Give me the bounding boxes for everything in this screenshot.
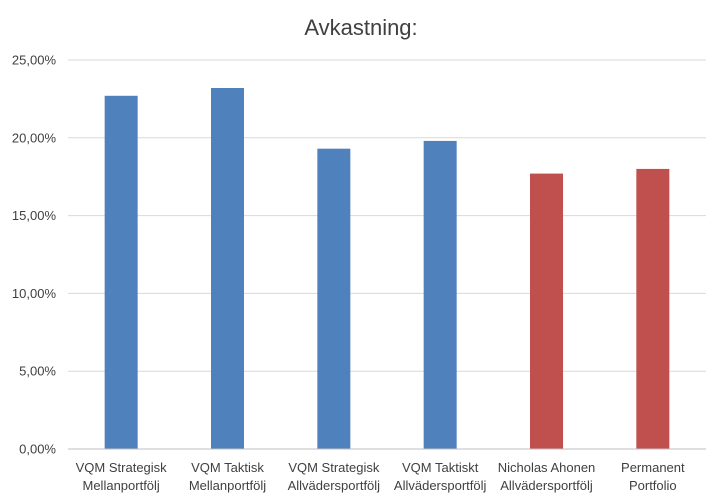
x-axis-category-labels: VQM Strategisk Mellanportfölj VQM Taktisk M… xyxy=(76,460,685,493)
x-category-label-0-line-0: VQM Strategisk xyxy=(76,460,168,475)
x-category-label-0-line-1: Mellanportfölj xyxy=(83,478,160,493)
bar-2 xyxy=(317,148,351,449)
x-category-label-5-line-0: Permanent xyxy=(621,460,685,475)
y-axis-tick-labels: 0,00% 5,00% 10,00% 15,00% 20,00% 25,00% xyxy=(12,53,57,457)
x-category-label-4-line-0: Nicholas Ahonen xyxy=(498,460,596,475)
x-category-label-1-line-0: VQM Taktisk xyxy=(191,460,264,475)
x-category-label-4-line-1: Allvädersportfölj xyxy=(500,478,593,493)
y-tick-label-2: 10,00% xyxy=(12,286,57,301)
x-category-label-5-line-1: Portfolio xyxy=(629,478,677,493)
x-category-label-3-line-0: VQM Taktiskt xyxy=(402,460,479,475)
y-tick-label-4: 20,00% xyxy=(12,130,57,145)
y-tick-label-0: 0,00% xyxy=(19,442,56,457)
bar-4 xyxy=(530,173,563,449)
bar-0 xyxy=(104,95,138,450)
bars xyxy=(104,88,670,450)
bar-1 xyxy=(211,88,244,450)
x-category-label-2-line-0: VQM Strategisk xyxy=(288,460,380,475)
y-tick-label-5: 25,00% xyxy=(12,53,57,68)
x-category-label-1-line-1: Mellanportfölj xyxy=(189,478,266,493)
y-tick-label-1: 5,00% xyxy=(19,364,56,379)
y-tick-label-3: 15,00% xyxy=(12,208,57,223)
chart-title: Avkastning: xyxy=(304,15,417,40)
bar-3 xyxy=(423,140,457,450)
x-category-label-2-line-1: Allvädersportfölj xyxy=(288,478,381,493)
gridlines xyxy=(68,59,706,372)
x-category-label-3-line-1: Allvädersportfölj xyxy=(394,478,487,493)
bar-5 xyxy=(636,168,670,450)
